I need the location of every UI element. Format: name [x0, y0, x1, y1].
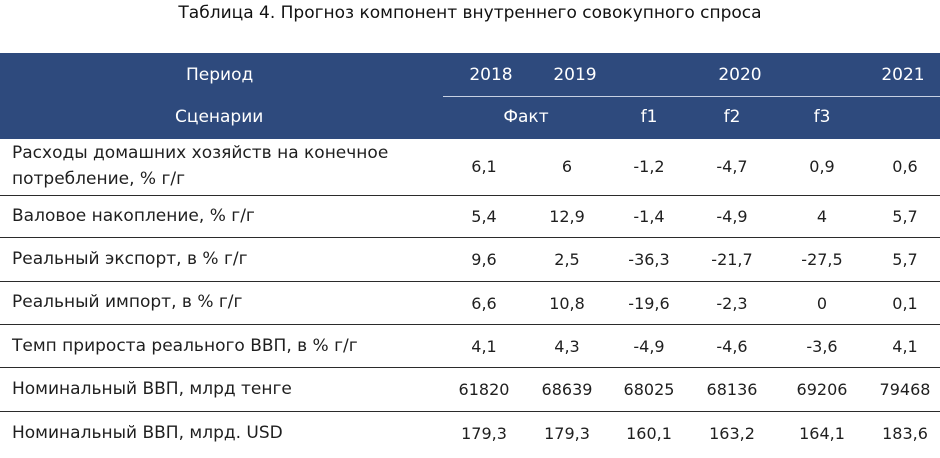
cell-f2: 163,2	[709, 424, 755, 443]
cell-f3: 0,9	[809, 157, 835, 176]
cell-2021: 0,6	[892, 157, 918, 176]
cell-f2: -2,3	[716, 294, 748, 313]
table-row: Расходы домашних хозяйств на конечное по…	[0, 139, 940, 195]
year-2020: 2020	[718, 65, 762, 85]
cell-f1: -19,6	[628, 294, 670, 313]
row-label: Реальный импорт, в % г/г	[12, 292, 243, 312]
scenarios-label: Сценарии	[175, 107, 264, 127]
cell-2018: 6,1	[471, 157, 497, 176]
cell-2019: 68639	[541, 380, 593, 399]
year-2019: 2019	[553, 65, 597, 85]
cell-f1: -36,3	[628, 250, 670, 269]
scenario-f1: f1	[640, 107, 658, 127]
cell-f3: 69206	[796, 380, 848, 399]
cell-2018: 6,6	[471, 294, 497, 313]
row-label: Номинальный ВВП, млрд. USD	[12, 423, 283, 443]
header-divider	[443, 96, 940, 97]
cell-2018: 61820	[458, 380, 510, 399]
cell-f2: -4,7	[716, 157, 748, 176]
year-2018: 2018	[469, 65, 513, 85]
cell-f3: 4	[816, 207, 828, 226]
year-2021: 2021	[881, 65, 925, 85]
cell-f1: 68025	[623, 380, 675, 399]
cell-f2: -4,9	[716, 207, 748, 226]
table-caption: Таблица 4. Прогноз компонент внутреннего…	[178, 3, 762, 23]
row-label-line: Расходы домашних хозяйств на конечное	[12, 143, 389, 163]
cell-2019: 4,3	[554, 337, 580, 356]
table-row: Валовое накопление, % г/г 5,4 12,9 -1,4 …	[0, 196, 940, 237]
row-divider	[0, 367, 940, 368]
table-row: Темп прироста реального ВВП, в % г/г 4,1…	[0, 325, 940, 367]
row-divider	[0, 324, 940, 325]
row-label-line: потребление, % г/г	[12, 169, 186, 189]
table-header: Период 2018 2019 2020 2021 Сценарии Факт…	[0, 53, 940, 139]
cell-2019: 12,9	[549, 207, 585, 226]
cell-2019: 2,5	[554, 250, 580, 269]
cell-f1: -4,9	[633, 337, 665, 356]
cell-f2: -21,7	[711, 250, 753, 269]
cell-2018: 4,1	[471, 337, 497, 356]
row-label: Валовое накопление, % г/г	[12, 206, 255, 226]
cell-2018: 179,3	[461, 424, 507, 443]
cell-2019: 179,3	[544, 424, 590, 443]
cell-2019: 10,8	[549, 294, 585, 313]
cell-2021: 5,7	[892, 207, 918, 226]
cell-2018: 9,6	[471, 250, 497, 269]
table-row: Реальный экспорт, в % г/г 9,6 2,5 -36,3 …	[0, 238, 940, 281]
cell-f3: -27,5	[801, 250, 843, 269]
table-row: Номинальный ВВП, млрд тенге 61820 68639 …	[0, 368, 940, 411]
period-label: Период	[186, 65, 254, 85]
cell-f2: -4,6	[716, 337, 748, 356]
cell-f3: -3,6	[806, 337, 838, 356]
cell-2021: 5,7	[892, 250, 918, 269]
row-label: Темп прироста реального ВВП, в % г/г	[12, 336, 358, 356]
cell-f2: 68136	[706, 380, 758, 399]
cell-2021: 183,6	[882, 424, 928, 443]
cell-f3: 164,1	[799, 424, 845, 443]
row-divider	[0, 281, 940, 282]
fact-label: Факт	[503, 107, 549, 127]
table-row: Номинальный ВВП, млрд. USD 179,3 179,3 1…	[0, 412, 940, 458]
cell-f1: -1,2	[633, 157, 665, 176]
cell-2019: 6	[561, 157, 573, 176]
table-row: Реальный импорт, в % г/г 6,6 10,8 -19,6 …	[0, 282, 940, 324]
cell-2021: 4,1	[892, 337, 918, 356]
row-label: Реальный экспорт, в % г/г	[12, 249, 248, 269]
cell-f1: 160,1	[626, 424, 672, 443]
scenario-f3: f3	[813, 107, 831, 127]
row-label: Номинальный ВВП, млрд тенге	[12, 379, 292, 399]
row-divider	[0, 195, 940, 196]
cell-2021: 0,1	[892, 294, 918, 313]
row-divider	[0, 411, 940, 412]
row-divider	[0, 237, 940, 238]
scenario-f2: f2	[723, 107, 741, 127]
cell-2018: 5,4	[471, 207, 497, 226]
cell-f3: 0	[816, 294, 828, 313]
cell-f1: -1,4	[633, 207, 665, 226]
cell-2021: 79468	[879, 380, 931, 399]
